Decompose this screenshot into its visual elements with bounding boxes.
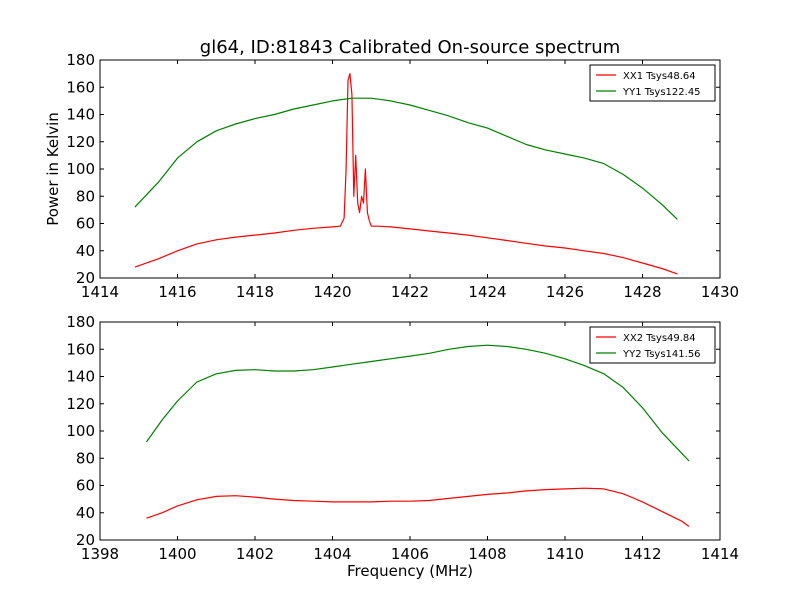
legend: XX1 Tsys48.64 YY1 Tsys122.45 — [589, 64, 716, 102]
x-tick-label: 1422 — [391, 283, 429, 301]
x-axis-label: Frequency (MHz) — [347, 562, 473, 580]
x-tick-label: 1398 — [81, 545, 119, 563]
x-tick-label: 1408 — [468, 545, 506, 563]
x-tick-label: 1428 — [623, 283, 661, 301]
x-tick-label: 1400 — [158, 545, 196, 563]
y-tick-label: 120 — [66, 133, 95, 151]
x-tick-label: 1414 — [701, 545, 739, 563]
y-tick-label: 100 — [66, 422, 95, 440]
y-tick-label: 160 — [66, 78, 95, 96]
y-tick-label: 40 — [76, 504, 95, 522]
y-tick-label: 180 — [66, 313, 95, 331]
series-line-xx2 — [146, 487, 690, 527]
x-tick-label: 1412 — [623, 545, 661, 563]
x-tick-label: 1410 — [546, 545, 584, 563]
legend-label: XX1 Tsys48.64 — [623, 71, 696, 82]
series-line-yy1 — [134, 97, 678, 220]
y-tick-label: 80 — [76, 449, 95, 467]
y-tick-label: 20 — [76, 531, 95, 549]
x-tick-label: 1416 — [158, 283, 196, 301]
x-tick-label: 1430 — [701, 283, 739, 301]
y-tick-label: 60 — [76, 477, 95, 495]
y-tick-label: 60 — [76, 215, 95, 233]
y-tick-label: 140 — [66, 106, 95, 124]
legend-label: YY2 Tsys141.56 — [622, 349, 701, 360]
y-tick-label: 80 — [76, 187, 95, 205]
legend: XX2 Tsys49.84 YY2 Tsys141.56 — [589, 326, 716, 364]
bottom-panel: 1398 1400 1402 1404 1406 1408 1410 1412 1414 20 40… — [66, 313, 739, 580]
legend-box — [589, 326, 716, 364]
x-tick-label: 1406 — [391, 545, 429, 563]
x-tick-label: 1404 — [313, 545, 351, 563]
top-panel: 1414 1416 1418 1420 1422 1424 1426 1428 1430 20 40… — [44, 51, 739, 301]
y-tick-label: 120 — [66, 395, 95, 413]
series-line-xx1 — [134, 72, 678, 275]
x-tick-label: 1414 — [81, 283, 119, 301]
x-tick-label: 1420 — [313, 283, 351, 301]
legend-label: XX2 Tsys49.84 — [623, 333, 696, 344]
series-line-yy2 — [146, 344, 690, 462]
legend-box — [589, 64, 716, 102]
x-tick-label: 1426 — [546, 283, 584, 301]
x-tick-label: 1418 — [236, 283, 274, 301]
y-tick-label: 40 — [76, 242, 95, 260]
y-tick-label: 180 — [66, 51, 95, 69]
x-tick-label: 1424 — [468, 283, 506, 301]
y-tick-label: 140 — [66, 368, 95, 386]
x-tick-label: 1402 — [236, 545, 274, 563]
figure-title: gl64, ID:81843 Calibrated On-source spec… — [200, 37, 620, 58]
y-tick-label: 160 — [66, 340, 95, 358]
y-axis-label: Power in Kelvin — [44, 112, 62, 226]
y-tick-label: 20 — [76, 269, 95, 287]
y-tick-label: 100 — [66, 160, 95, 178]
legend-label: YY1 Tsys122.45 — [622, 87, 701, 98]
